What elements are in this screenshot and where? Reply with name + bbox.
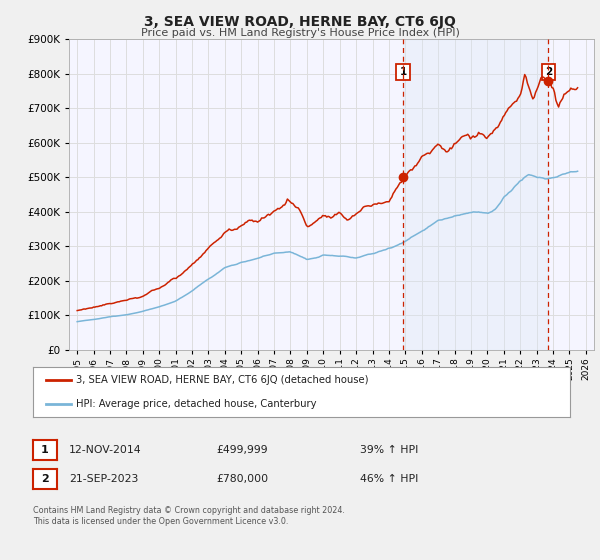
- Text: 3, SEA VIEW ROAD, HERNE BAY, CT6 6JQ: 3, SEA VIEW ROAD, HERNE BAY, CT6 6JQ: [144, 15, 456, 29]
- Text: 46% ↑ HPI: 46% ↑ HPI: [360, 474, 418, 484]
- Text: Contains HM Land Registry data © Crown copyright and database right 2024.: Contains HM Land Registry data © Crown c…: [33, 506, 345, 515]
- Text: This data is licensed under the Open Government Licence v3.0.: This data is licensed under the Open Gov…: [33, 517, 289, 526]
- Text: 1: 1: [41, 445, 49, 455]
- Text: 1: 1: [400, 67, 407, 77]
- Text: 3, SEA VIEW ROAD, HERNE BAY, CT6 6JQ (detached house): 3, SEA VIEW ROAD, HERNE BAY, CT6 6JQ (de…: [76, 375, 368, 385]
- Text: 21-SEP-2023: 21-SEP-2023: [69, 474, 139, 484]
- Bar: [403, 39, 548, 350]
- Text: £780,000: £780,000: [216, 474, 268, 484]
- Text: £499,999: £499,999: [216, 445, 268, 455]
- Text: HPI: Average price, detached house, Canterbury: HPI: Average price, detached house, Cant…: [76, 399, 316, 409]
- Text: 39% ↑ HPI: 39% ↑ HPI: [360, 445, 418, 455]
- Text: 12-NOV-2014: 12-NOV-2014: [69, 445, 142, 455]
- Text: 2: 2: [545, 67, 552, 77]
- Text: 2: 2: [41, 474, 49, 484]
- Text: Price paid vs. HM Land Registry's House Price Index (HPI): Price paid vs. HM Land Registry's House …: [140, 28, 460, 38]
